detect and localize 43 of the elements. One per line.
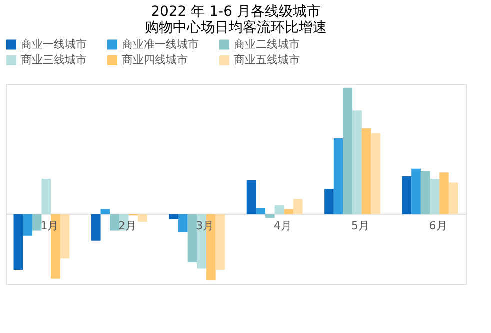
x-tick-label: 4月: [274, 219, 292, 232]
text: 2022 年 1-6 月各线级城市: [151, 4, 321, 20]
bar: [412, 168, 421, 214]
legend-label: 商业二线城市: [234, 38, 300, 51]
bar: [402, 176, 412, 214]
bar: [60, 214, 70, 259]
bar: [284, 209, 294, 214]
x-tick-label: 2月: [118, 219, 136, 232]
bar: [430, 178, 440, 214]
bar: [334, 138, 344, 214]
bar: [448, 182, 458, 214]
legend-label: 商业四线城市: [122, 54, 188, 66]
bar: [32, 214, 42, 231]
bar: [188, 214, 198, 262]
bar: [178, 214, 188, 232]
bar: [100, 209, 110, 214]
bar: [352, 110, 362, 214]
text: 购物中心场日均客流环比增速: [145, 20, 327, 36]
legend-label: 商业一线城市: [21, 38, 87, 51]
legend-label: 商业准一线城市: [122, 38, 199, 51]
bar: [91, 214, 101, 241]
bar: [246, 180, 256, 214]
bar: [110, 214, 120, 231]
bar: [42, 178, 52, 214]
bar: [138, 214, 148, 222]
x-tick-label: 5月: [352, 219, 370, 232]
bar: [266, 214, 275, 218]
bar: [169, 214, 178, 220]
bar: [420, 171, 430, 214]
bar: [440, 172, 449, 214]
bar: [216, 214, 226, 270]
bar: [274, 206, 284, 214]
bar: [256, 208, 266, 214]
bar: [362, 128, 372, 214]
legend-label: 商业三线城市: [21, 54, 87, 66]
bar: [23, 214, 32, 236]
x-tick-label: 6月: [429, 219, 448, 232]
bar: [324, 189, 334, 214]
legend-label: 商业五线城市: [234, 54, 300, 66]
bar: [294, 199, 303, 214]
bar: [343, 88, 353, 214]
bar: [371, 133, 381, 214]
bar: [14, 214, 24, 270]
